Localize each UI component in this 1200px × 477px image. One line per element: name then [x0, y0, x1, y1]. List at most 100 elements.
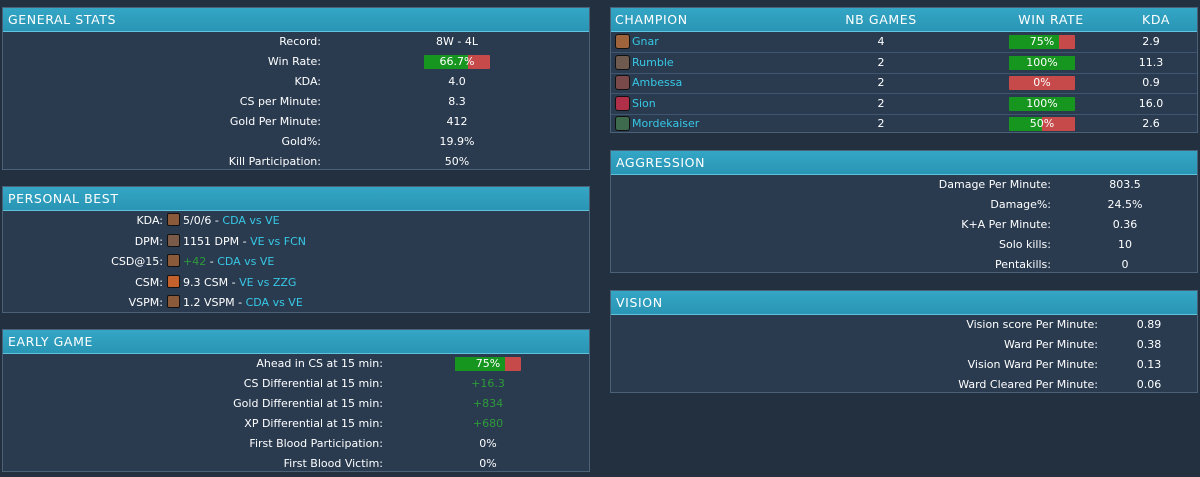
stat-row: Vision Ward Per Minute: 0.13 [611, 355, 1197, 375]
stat-row: Gold Differential at 15 min: +834 [3, 394, 589, 414]
ambessa-icon [615, 75, 630, 90]
stat-row: First Blood Participation: 0% [3, 434, 589, 454]
stat-value: +680 [472, 417, 504, 430]
stat-row: Gold%: 19.9% [3, 132, 589, 152]
champion-row[interactable]: Rumble 2 100% 11.3 [611, 53, 1197, 73]
stat-row: Gold Per Minute: 412 [3, 112, 589, 132]
champion-games: 4 [877, 35, 885, 48]
stat-label: Gold%: [281, 135, 321, 148]
champion-kda: 0.9 [1142, 76, 1160, 89]
personal-best-value: 5/0/6 - CDA vs VE [167, 211, 280, 231]
champion-name-link[interactable]: Ambessa [632, 76, 683, 89]
rumble-icon [167, 274, 180, 288]
champion-win-rate: 100% [1026, 96, 1058, 110]
champion-row[interactable]: Mordekaiser 2 50% 2.6 [611, 114, 1197, 134]
champion-name-link[interactable]: Rumble [632, 55, 674, 69]
champion-win-rate-bar: 100% [1009, 96, 1075, 111]
champion-row[interactable]: Gnar 4 75% 2.9 [611, 32, 1197, 52]
champion-games: 2 [877, 96, 885, 110]
personal-best-match-link[interactable]: CDA vs VE [217, 255, 275, 268]
personal-best-header: PERSONAL BEST [3, 187, 589, 211]
stat-row: Damage%: 24.5% [611, 195, 1197, 215]
stat-label: Win Rate: [267, 55, 321, 68]
gnar-icon [615, 34, 630, 49]
stat-label: Ahead in CS at 15 min: [256, 357, 383, 370]
stat-row: XP Differential at 15 min: +680 [3, 414, 589, 434]
column-header-games[interactable]: NB GAMES [845, 12, 917, 27]
champion-win-rate-bar: 100% [1009, 55, 1075, 70]
personal-best-label: DPM: [134, 234, 163, 248]
gnar-icon [167, 295, 180, 308]
stat-row: Damage Per Minute: 803.5 [611, 175, 1197, 195]
stat-label: Vision Ward Per Minute: [967, 358, 1098, 371]
personal-best-separator: - [206, 255, 218, 268]
stat-label: Ward Cleared Per Minute: [958, 378, 1098, 391]
stat-value: 0.36 [1112, 218, 1138, 231]
champion-kda: 11.3 [1138, 55, 1164, 69]
early-game-header: EARLY GAME [3, 330, 589, 354]
stat-label: CS per Minute: [239, 95, 321, 108]
champion-win-rate: 50% [1029, 117, 1055, 130]
row-divider [611, 113, 1197, 115]
stat-label: Damage Per Minute: [938, 178, 1051, 191]
stat-label: KDA: [294, 75, 321, 88]
gnar-icon [167, 233, 180, 247]
champion-name-link[interactable]: Sion [632, 96, 656, 110]
personal-best-match-link[interactable]: CDA vs VE [222, 214, 280, 227]
personal-best-row: CSM: 9.3 CSM - VE vs ZZG [3, 273, 589, 293]
champion-name-link[interactable]: Mordekaiser [632, 117, 700, 130]
stat-value: 412 [446, 115, 468, 128]
win-rate-bar-fill [455, 357, 505, 371]
champion-win-rate: 100% [1026, 55, 1058, 69]
stat-label: Damage%: [990, 198, 1051, 211]
champion-games: 2 [877, 76, 885, 89]
personal-best-stat: 9.3 CSM [183, 275, 229, 289]
stat-value: 803.5 [1109, 178, 1141, 191]
row-divider [611, 52, 1197, 53]
mordekaiser-icon [615, 116, 630, 131]
row-divider [611, 72, 1197, 74]
champion-name-link[interactable]: Gnar [632, 35, 659, 48]
stat-value: 0.38 [1136, 338, 1162, 351]
champion-win-rate: 0% [1033, 76, 1051, 89]
vision-panel: VISION Vision score Per Minute: 0.89 Ward … [610, 290, 1198, 393]
personal-best-label: CSD@15: [111, 255, 163, 268]
personal-best-separator: - [239, 234, 251, 248]
stat-label: XP Differential at 15 min: [244, 417, 383, 430]
stat-value: 0.06 [1136, 378, 1162, 391]
personal-best-stat: 1151 DPM [183, 234, 240, 248]
champion-row[interactable]: Sion 2 100% 16.0 [611, 94, 1197, 114]
personal-best-value: +42 - CDA vs VE [167, 252, 274, 272]
stat-row: CS per Minute: 8.3 [3, 92, 589, 112]
personal-best-match-link[interactable]: CDA vs VE [245, 296, 303, 309]
personal-best-row: KDA: 5/0/6 - CDA vs VE [3, 211, 589, 231]
personal-best-panel: PERSONAL BEST KDA: 5/0/6 - CDA vs VE DPM: 1… [2, 186, 590, 313]
stat-value: 4.0 [448, 75, 466, 88]
champion-win-rate-fill [1009, 96, 1075, 111]
column-header-champion[interactable]: CHAMPION [615, 12, 688, 27]
stat-value: 0.89 [1136, 318, 1162, 331]
personal-best-match-link[interactable]: VE vs FCN [250, 234, 307, 248]
stat-value: 75% [475, 357, 501, 370]
stat-row: K+A Per Minute: 0.36 [611, 215, 1197, 235]
personal-best-stat: 1.2 VSPM [183, 296, 235, 309]
champion-games: 2 [877, 55, 885, 69]
column-header-win-rate[interactable]: WIN RATE [1018, 12, 1084, 27]
stat-value: 0% [479, 437, 497, 450]
general-stats-panel: GENERAL STATS Record: 8W - 4L Win Rate: 66.… [2, 7, 590, 170]
stat-row: Record: 8W - 4L [3, 32, 589, 52]
personal-best-label: CSM: [135, 275, 163, 289]
stat-row: Ward Cleared Per Minute: 0.06 [611, 375, 1197, 395]
column-header-kda[interactable]: KDA [1142, 12, 1170, 27]
personal-best-value: 1151 DPM - VE vs FCN [167, 232, 306, 252]
win-rate-bar-fill [424, 55, 469, 69]
stat-row: CS Differential at 15 min: +16.3 [3, 374, 589, 394]
stat-label: Kill Participation: [228, 155, 321, 168]
personal-best-match-link[interactable]: VE vs ZZG [239, 275, 297, 289]
champion-win-rate-fill [1009, 55, 1075, 70]
champion-row[interactable]: Ambessa 2 0% 0.9 [611, 73, 1197, 93]
personal-best-value: 1.2 VSPM - CDA vs VE [167, 293, 303, 313]
personal-best-row: CSD@15: +42 - CDA vs VE [3, 252, 589, 272]
champion-kda: 2.9 [1142, 35, 1160, 48]
gnar-icon [167, 254, 180, 267]
